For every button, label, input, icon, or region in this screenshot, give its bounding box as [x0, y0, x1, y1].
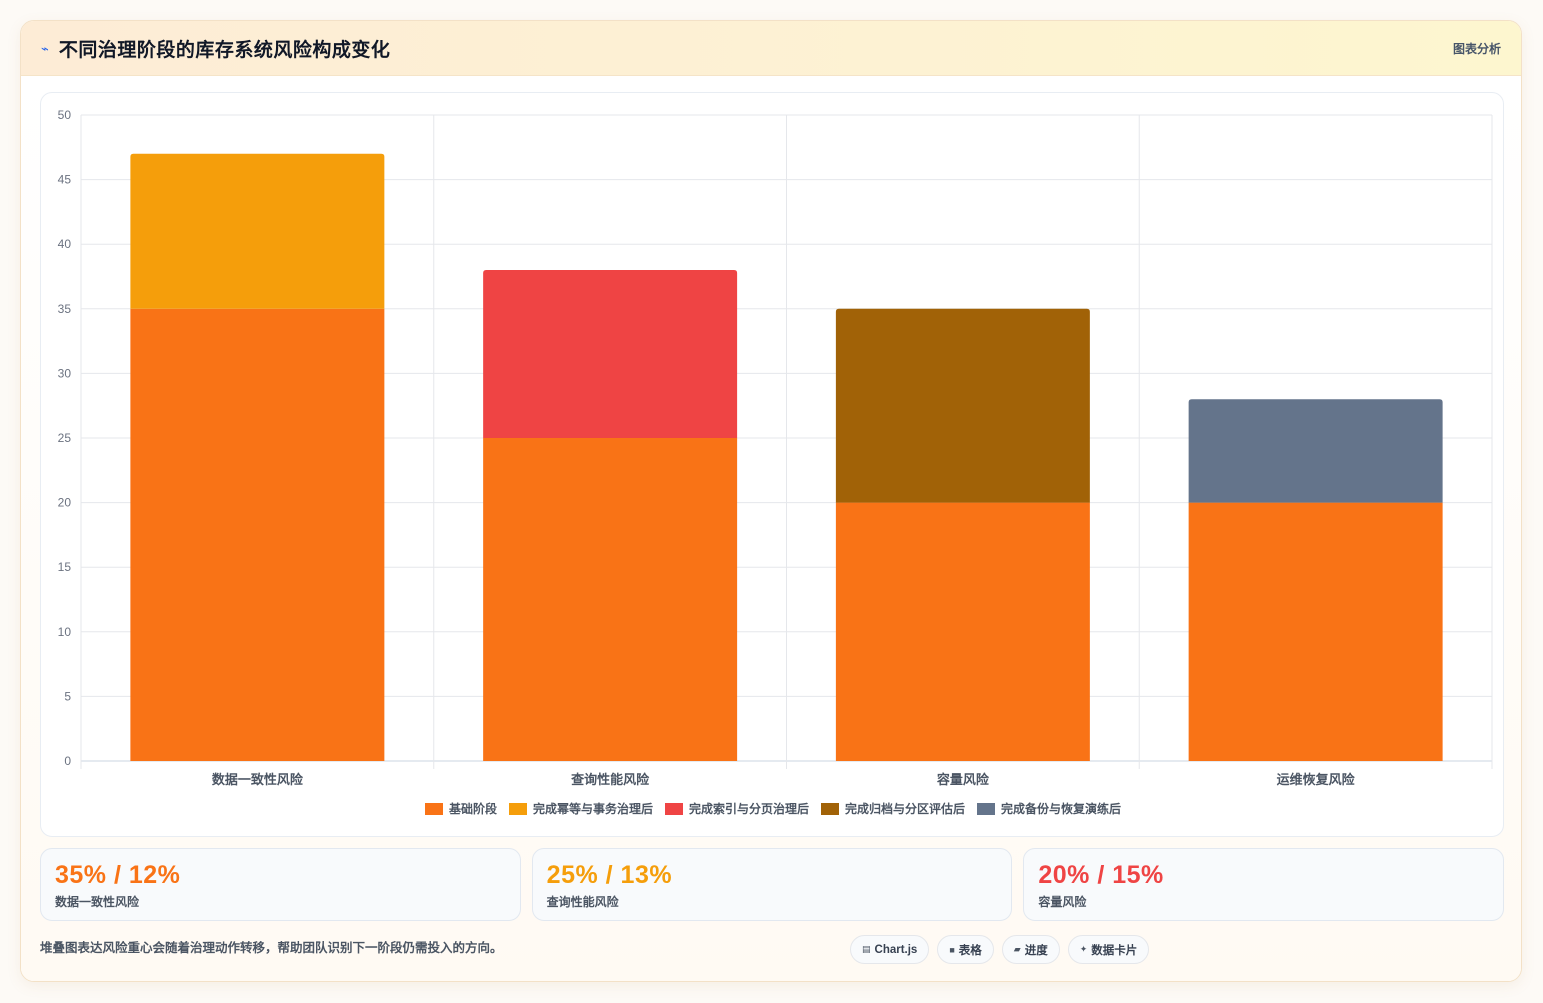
legend-label: 完成索引与分页治理后 [688, 802, 809, 816]
chip-label: Chart.js [874, 943, 918, 956]
stat-label: 查询性能风险 [546, 895, 619, 909]
bar-segment [483, 270, 738, 438]
stat-card: 25% / 13% 查询性能风险 [531, 848, 1013, 921]
footer-note: 堆叠图表达风险重心会随着治理动作转移，帮助团队识别下一阶段仍需投入的方向。 [40, 941, 503, 955]
chip-table[interactable]: ■ 表格 [937, 935, 994, 964]
stats-row: 35% / 12% 数据一致性风险 25% / 13% 查询性能风险 20% / 15%… [40, 848, 1505, 921]
title-wrap: ⌁ 不同治理阶段的库存系统风险构成变化 [41, 35, 390, 62]
chart-card: ⌁ 不同治理阶段的库存系统风险构成变化 图表分析 0 5 10 15 20 25 30 35 4… [20, 20, 1522, 982]
stat-label: 容量风险 [1038, 895, 1087, 909]
card-title: 不同治理阶段的库存系统风险构成变化 [58, 39, 391, 61]
bar-segment [1188, 502, 1443, 761]
legend-item[interactable]: 基础阶段 [424, 800, 497, 817]
sparkle-icon: ✦ [1079, 944, 1088, 954]
legend-swatch [424, 802, 443, 815]
stat-value: 20% / 15% [1038, 861, 1164, 889]
bar-segment [835, 308, 1090, 503]
x-tick-label: 容量风险 [936, 772, 990, 787]
bar-segment [130, 308, 385, 761]
progress-icon: ▰ [1013, 944, 1021, 954]
legend-label: 完成备份与恢复演练后 [1001, 802, 1122, 816]
card-header: ⌁ 不同治理阶段的库存系统风险构成变化 图表分析 [21, 21, 1521, 76]
legend-swatch [821, 802, 839, 815]
chart-icon: ▤ [862, 944, 871, 954]
legend-label: 基础阶段 [448, 802, 497, 816]
x-tick-label: 数据一致性风险 [212, 772, 304, 787]
chart-legend: 基础阶段 完成幂等与事务治理后 完成索引与分页治理后 完成归档与分区评估后 完成备份与恢… [41, 800, 1505, 817]
table-icon: ■ [949, 944, 955, 955]
legend-swatch [977, 802, 996, 815]
y-tick-label: 35 [58, 302, 72, 316]
y-tick-label: 40 [58, 237, 72, 251]
legend-swatch [508, 802, 527, 815]
stacked-bar-chart: 0 5 10 15 20 25 30 35 40 45 50 数据一致性风险 查询性能风险 容量风险 运维恢… [58, 108, 1493, 787]
stat-value: 35% / 12% [55, 861, 181, 889]
stat-value: 25% / 13% [546, 861, 673, 889]
legend-swatch [664, 802, 683, 815]
y-tick-label: 45 [58, 173, 72, 187]
trend-icon: ⌁ [41, 40, 49, 56]
stat-card: 20% / 15% 容量风险 [1023, 848, 1505, 921]
chip-progress[interactable]: ▰ 进度 [1001, 935, 1060, 964]
bar-segment [1188, 399, 1443, 503]
bar-segment [130, 153, 385, 309]
legend-label: 完成幂等与事务治理后 [532, 802, 653, 816]
y-tick-label: 15 [58, 560, 72, 574]
legend-item[interactable]: 完成备份与恢复演练后 [977, 800, 1121, 817]
chart-panel: 0 5 10 15 20 25 30 35 40 45 50 数据一致性风险 查询性能风险 容量风险 运维恢… [40, 92, 1504, 837]
chip-chart[interactable]: ▤ Chart.js [850, 935, 930, 964]
chip-label: 表格 [958, 944, 982, 957]
y-tick-label: 10 [58, 625, 72, 639]
y-tick-label: 20 [58, 496, 72, 510]
legend-item[interactable]: 完成幂等与事务治理后 [508, 800, 653, 817]
bar-segment [483, 438, 738, 761]
legend-item[interactable]: 完成索引与分页治理后 [664, 800, 809, 817]
stat-label: 数据一致性风险 [55, 895, 140, 909]
chip-label: 数据卡片 [1091, 944, 1138, 957]
x-tick-label: 运维恢复风险 [1277, 772, 1356, 787]
y-tick-label: 30 [58, 366, 72, 380]
chip-label: 进度 [1024, 944, 1048, 957]
y-tick-label: 0 [64, 754, 71, 768]
x-tick-label: 查询性能风险 [570, 772, 650, 787]
y-tick-label: 50 [58, 108, 72, 122]
y-tick-label: 5 [64, 689, 71, 703]
bar-segment [835, 502, 1090, 761]
y-tick-label: 25 [58, 431, 72, 445]
chip-sparkle[interactable]: ✦ 数据卡片 [1067, 935, 1150, 964]
chip-row: ▤ Chart.js ■ 表格 ▰ 进度 ✦ 数据卡片 [850, 935, 1150, 964]
chart-analysis-tag: 图表分析 [1452, 41, 1501, 56]
stat-card: 35% / 12% 数据一致性风险 [40, 848, 521, 921]
legend-label: 完成归档与分区评估后 [845, 802, 966, 816]
legend-item[interactable]: 完成归档与分区评估后 [821, 800, 965, 817]
